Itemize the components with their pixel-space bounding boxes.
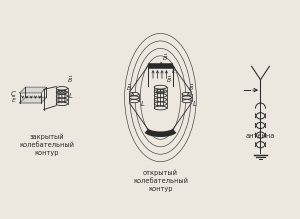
Ellipse shape	[182, 92, 191, 96]
Ellipse shape	[129, 100, 139, 103]
Ellipse shape	[129, 96, 139, 99]
Text: $\vec{B}$: $\vec{B}$	[67, 75, 73, 85]
Text: $\vec{B}$: $\vec{B}$	[188, 83, 194, 93]
Ellipse shape	[154, 85, 167, 89]
Text: открытый
колебательный
контур: открытый колебательный контур	[133, 169, 188, 192]
Polygon shape	[20, 97, 46, 103]
Polygon shape	[20, 87, 46, 93]
Ellipse shape	[154, 102, 167, 106]
Ellipse shape	[154, 94, 167, 97]
Ellipse shape	[182, 96, 191, 99]
Text: закрытый
колебательный
контур: закрытый колебательный контур	[20, 133, 74, 156]
Text: C: C	[11, 91, 16, 97]
Text: $\vec{E}$: $\vec{E}$	[11, 94, 16, 104]
Text: антенна: антенна	[246, 133, 275, 139]
Ellipse shape	[56, 87, 68, 90]
Ellipse shape	[154, 89, 167, 93]
Ellipse shape	[154, 98, 167, 102]
Text: L: L	[193, 101, 197, 107]
Text: L: L	[69, 93, 73, 99]
Ellipse shape	[129, 92, 139, 96]
Ellipse shape	[56, 98, 68, 102]
Text: $\vec{B}$: $\vec{B}$	[166, 75, 172, 85]
Ellipse shape	[182, 100, 191, 103]
Ellipse shape	[56, 90, 68, 94]
Text: $\vec{E}$: $\vec{E}$	[171, 65, 177, 76]
Text: L: L	[141, 101, 145, 107]
Ellipse shape	[154, 106, 167, 110]
Ellipse shape	[56, 94, 68, 98]
Text: $\vec{B}$: $\vec{B}$	[162, 53, 168, 63]
Ellipse shape	[56, 102, 68, 106]
Text: $\vec{B}$: $\vec{B}$	[126, 83, 132, 93]
